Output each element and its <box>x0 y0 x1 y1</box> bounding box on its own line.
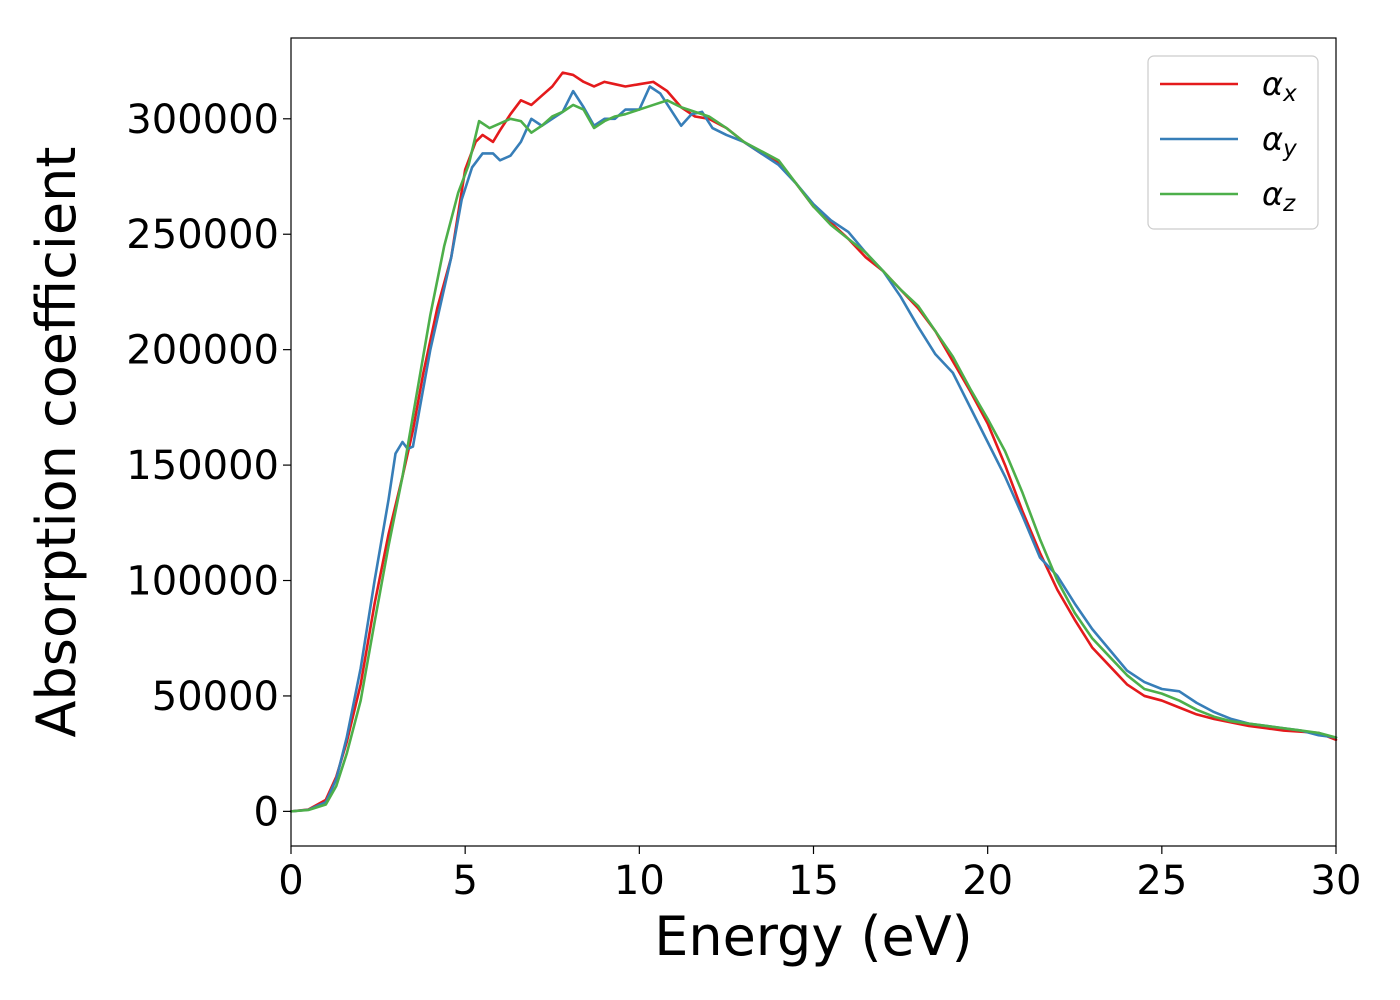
y-tick-label: 250000 <box>126 212 279 258</box>
x-axis-title: Energy (eV) <box>654 905 973 968</box>
y-axis-title: Absorption coefficient <box>25 147 88 738</box>
series-line-alpha-z <box>289 99 1338 813</box>
x-tick-label: 5 <box>452 858 477 904</box>
y-tick-label: 300000 <box>126 97 279 143</box>
legend-box <box>1147 55 1319 230</box>
y-tick-label: 200000 <box>126 328 279 374</box>
y-tick-label: 150000 <box>126 443 279 489</box>
x-tick-label: 15 <box>788 858 839 904</box>
x-axis-ticks: 0 5 10 15 20 25 30 <box>278 846 1361 904</box>
y-axis-ticks: 0 50000 100000 150000 200000 250000 300000 <box>126 97 291 835</box>
y-tick-label: 100000 <box>126 559 279 605</box>
x-tick-label: 25 <box>1136 858 1187 904</box>
series-line-alpha-y <box>289 85 1338 813</box>
y-tick-label: 50000 <box>152 674 279 720</box>
x-tick-label: 30 <box>1311 858 1362 904</box>
x-tick-label: 20 <box>962 858 1013 904</box>
x-tick-label: 10 <box>614 858 665 904</box>
x-tick-label: 0 <box>278 858 303 904</box>
series-layer <box>289 71 1338 813</box>
y-tick-label: 0 <box>254 789 279 835</box>
